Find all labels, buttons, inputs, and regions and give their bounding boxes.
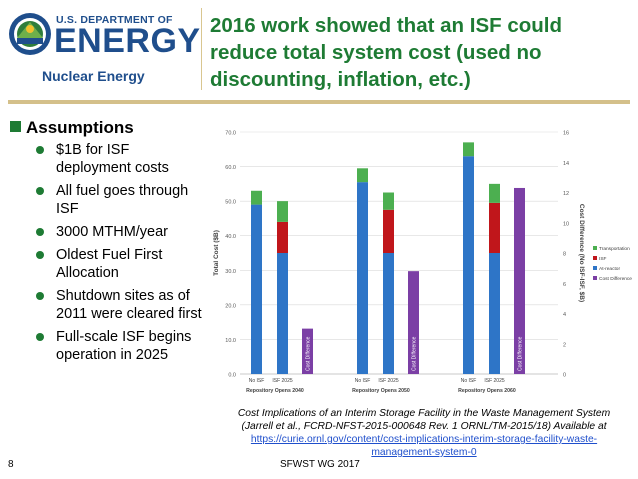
page-number: 8 bbox=[8, 459, 14, 470]
at-reactor-bar-segment bbox=[383, 253, 394, 374]
y-tick-label: 10.0 bbox=[225, 338, 236, 344]
group-label: Repository Opens 2050 bbox=[352, 388, 410, 394]
y-tick-label: 70.0 bbox=[225, 131, 236, 137]
y-tick-label: 0.0 bbox=[228, 373, 236, 379]
cost-difference-bar-label: Cost Difference bbox=[518, 336, 524, 371]
citation-link[interactable]: https://curie.ornl.gov/content/cost-impl… bbox=[250, 434, 598, 458]
assumption-text: Full-scale ISF begins operation in 2025 bbox=[56, 329, 192, 363]
assumption-text: All fuel goes through ISF bbox=[56, 183, 189, 217]
at-reactor-bar-segment bbox=[251, 204, 262, 374]
isf-bar-segment bbox=[383, 209, 394, 253]
transportation-bar-segment bbox=[463, 142, 474, 157]
y-axis-title: Total Cost ($B) bbox=[213, 230, 220, 276]
y2-tick-label: 2 bbox=[563, 342, 566, 348]
transportation-bar-segment bbox=[251, 190, 262, 205]
legend-swatch bbox=[593, 246, 597, 250]
transportation-bar-segment bbox=[489, 183, 500, 203]
x-tick-label: No ISF bbox=[355, 378, 371, 384]
legend-label: Transportation bbox=[599, 246, 630, 252]
legend-swatch bbox=[593, 266, 597, 270]
assumption-text: 3000 MTHM/year bbox=[56, 224, 169, 240]
header-separator bbox=[201, 8, 202, 90]
transportation-bar-segment bbox=[383, 192, 394, 210]
citation-text: Cost Implications of an Interim Storage … bbox=[237, 408, 611, 432]
transportation-bar-segment bbox=[357, 168, 368, 183]
y2-tick-label: 6 bbox=[563, 282, 566, 288]
list-item: All fuel goes through ISF bbox=[36, 182, 208, 218]
at-reactor-bar-segment bbox=[489, 253, 500, 374]
assumptions-heading: Assumptions bbox=[10, 118, 134, 138]
cost-difference-bar bbox=[514, 187, 525, 374]
list-item: Oldest Fuel First Allocation bbox=[36, 246, 208, 282]
square-bullet-icon bbox=[10, 121, 21, 132]
list-item: $1B for ISF deployment costs bbox=[36, 141, 208, 177]
bullet-dot-icon bbox=[36, 292, 44, 300]
legend-label: At-reactor bbox=[599, 266, 620, 272]
y2-tick-label: 10 bbox=[563, 221, 569, 227]
x-tick-label: ISF 2025 bbox=[484, 378, 505, 384]
slide-title: 2016 work showed that an ISF could reduc… bbox=[210, 14, 562, 91]
list-item: Shutdown sites as of 2011 were cleared f… bbox=[36, 287, 208, 323]
y2-tick-label: 14 bbox=[563, 161, 569, 167]
y2-tick-label: 12 bbox=[563, 191, 569, 197]
logo-department-text: U.S. DEPARTMENT OF bbox=[56, 14, 173, 26]
cost-difference-bar bbox=[302, 328, 313, 374]
y2-tick-label: 0 bbox=[563, 373, 566, 379]
bullet-dot-icon bbox=[36, 228, 44, 236]
legend-swatch bbox=[593, 276, 597, 280]
at-reactor-bar-segment bbox=[277, 253, 288, 374]
header-rule bbox=[8, 100, 630, 104]
logo-energy-text: ENERGY bbox=[54, 22, 201, 60]
cost-difference-bar-label: Cost Difference bbox=[412, 336, 418, 371]
legend-label: Cost Difference bbox=[599, 276, 632, 282]
y-tick-label: 20.0 bbox=[225, 303, 236, 309]
citation: Cost Implications of an Interim Storage … bbox=[224, 407, 624, 459]
y2-tick-label: 8 bbox=[563, 252, 566, 258]
list-item: 3000 MTHM/year bbox=[36, 223, 208, 241]
x-tick-label: ISF 2025 bbox=[272, 378, 293, 384]
x-tick-label: No ISF bbox=[249, 378, 265, 384]
at-reactor-bar-segment bbox=[357, 182, 368, 374]
y-tick-label: 30.0 bbox=[225, 269, 236, 275]
transportation-bar-segment bbox=[277, 201, 288, 222]
bullet-dot-icon bbox=[36, 146, 44, 154]
logo-nuclear-energy-text: Nuclear Energy bbox=[42, 68, 145, 84]
footer-text: SFWST WG 2017 bbox=[280, 459, 360, 470]
legend-label: ISF bbox=[599, 256, 607, 262]
assumptions-heading-text: Assumptions bbox=[26, 118, 134, 137]
isf-bar-segment bbox=[489, 202, 500, 253]
at-reactor-bar-segment bbox=[463, 156, 474, 374]
assumptions-list: $1B for ISF deployment costs All fuel go… bbox=[36, 141, 208, 369]
x-tick-label: No ISF bbox=[461, 378, 477, 384]
group-label: Repository Opens 2060 bbox=[458, 388, 516, 394]
cost-chart: 0.0 10.0 20.0 30.0 40.0 50.0 60.0 70.0 0 2 4 6 8 10 12… bbox=[213, 131, 632, 395]
group-label: Repository Opens 2040 bbox=[246, 388, 304, 394]
doe-seal-icon bbox=[9, 13, 51, 55]
y-tick-label: 50.0 bbox=[225, 200, 236, 206]
isf-bar-segment bbox=[277, 221, 288, 253]
doe-logo: U.S. DEPARTMENT OF ENERGY Nuclear Energy bbox=[8, 8, 201, 92]
y2-axis-title: Cost Difference (No ISF-ISF, $B) bbox=[578, 204, 585, 302]
assumption-text: Oldest Fuel First Allocation bbox=[56, 247, 163, 281]
y2-tick-label: 16 bbox=[563, 131, 569, 137]
assumption-text: $1B for ISF deployment costs bbox=[56, 142, 169, 176]
assumption-text: Shutdown sites as of 2011 were cleared f… bbox=[56, 288, 202, 322]
y2-tick-label: 4 bbox=[563, 312, 566, 318]
bullet-dot-icon bbox=[36, 251, 44, 259]
bullet-dot-icon bbox=[36, 187, 44, 195]
y-tick-label: 60.0 bbox=[225, 165, 236, 171]
list-item: Full-scale ISF begins operation in 2025 bbox=[36, 328, 208, 364]
bullet-dot-icon bbox=[36, 333, 44, 341]
legend-swatch bbox=[593, 256, 597, 260]
y-tick-label: 40.0 bbox=[225, 234, 236, 240]
cost-difference-bar-label: Cost Difference bbox=[306, 336, 312, 371]
x-tick-label: ISF 2025 bbox=[378, 378, 399, 384]
cost-difference-bar bbox=[408, 271, 419, 374]
